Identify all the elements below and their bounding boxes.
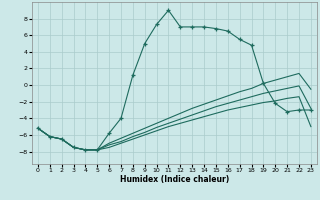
X-axis label: Humidex (Indice chaleur): Humidex (Indice chaleur) [120,175,229,184]
